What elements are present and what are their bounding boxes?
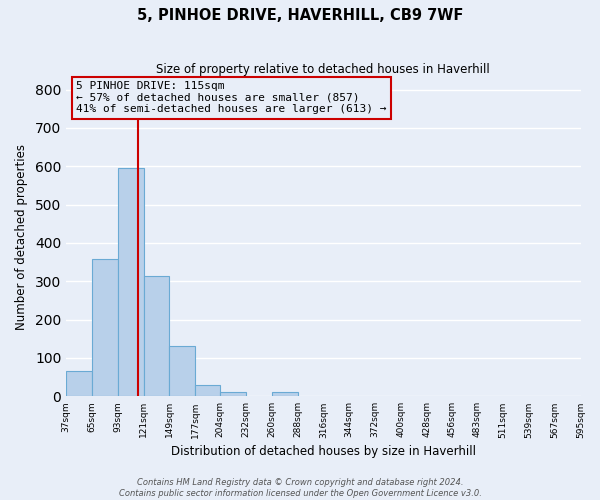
Bar: [169, 346, 195, 397]
Text: 5 PINHOE DRIVE: 115sqm
← 57% of detached houses are smaller (857)
41% of semi-de: 5 PINHOE DRIVE: 115sqm ← 57% of detached…: [76, 81, 387, 114]
Bar: [220, 392, 246, 396]
Text: Contains HM Land Registry data © Crown copyright and database right 2024.
Contai: Contains HM Land Registry data © Crown c…: [119, 478, 481, 498]
Bar: [92, 259, 118, 396]
Text: 5, PINHOE DRIVE, HAVERHILL, CB9 7WF: 5, PINHOE DRIVE, HAVERHILL, CB9 7WF: [137, 8, 463, 22]
Bar: [118, 168, 143, 396]
X-axis label: Distribution of detached houses by size in Haverhill: Distribution of detached houses by size …: [171, 444, 476, 458]
Y-axis label: Number of detached properties: Number of detached properties: [15, 144, 28, 330]
Bar: [272, 392, 298, 396]
Bar: [195, 385, 220, 396]
Bar: [143, 276, 169, 396]
Bar: [66, 372, 92, 396]
Title: Size of property relative to detached houses in Haverhill: Size of property relative to detached ho…: [157, 62, 490, 76]
